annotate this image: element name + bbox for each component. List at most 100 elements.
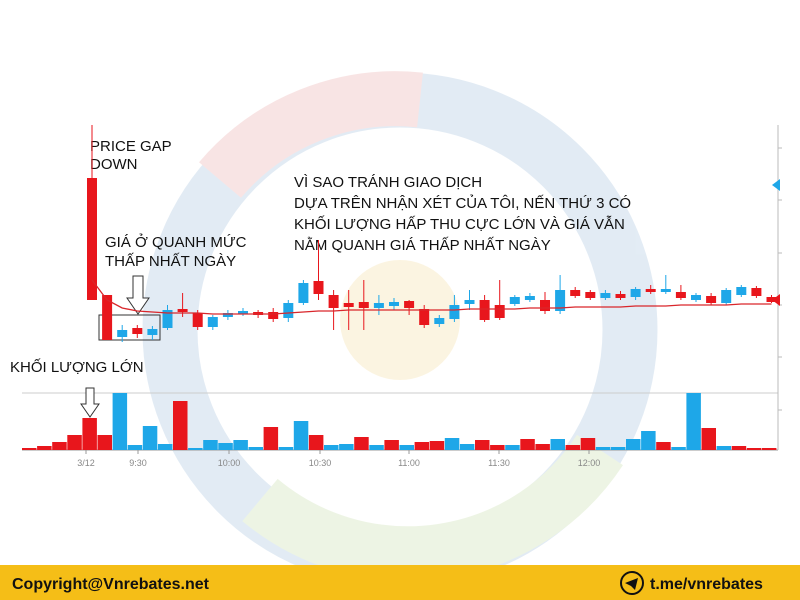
candle-body <box>449 305 460 319</box>
volume-bar <box>203 440 218 450</box>
candle-body <box>585 292 596 298</box>
candle-body <box>660 289 671 292</box>
candle-body <box>132 328 143 334</box>
candle-body <box>479 300 490 320</box>
volume-bar <box>429 441 445 450</box>
candle-body <box>675 292 686 298</box>
telegram-icon <box>620 571 644 595</box>
annotation: DỰA TRÊN NHẬN XÉT CỦA TÔI, NẾN THỨ 3 CÓ <box>294 194 631 212</box>
volume-bar <box>354 437 369 450</box>
volume-bar <box>731 446 747 450</box>
candle-body <box>102 295 113 340</box>
arrow <box>80 387 100 418</box>
candle-body <box>298 283 309 303</box>
price-marker <box>772 294 780 306</box>
arrow <box>126 275 150 315</box>
candle-body <box>207 317 218 327</box>
candle-body <box>766 297 777 302</box>
volume-bar <box>188 448 203 450</box>
volume-bar <box>414 442 430 450</box>
x-tick-label: 10:00 <box>218 458 241 468</box>
volume-bar <box>67 435 82 450</box>
volume-bar <box>595 447 611 450</box>
volume-bar <box>308 435 324 450</box>
candle-body <box>600 293 611 298</box>
candle-body <box>238 311 248 314</box>
volume-bar <box>399 445 414 450</box>
volume-bar <box>324 445 339 450</box>
volume-bar <box>475 440 490 450</box>
candle-body <box>721 290 732 303</box>
candle-body <box>706 296 717 303</box>
telegram-link[interactable]: t.me/vnrebates <box>650 576 763 593</box>
candle-body <box>464 300 475 304</box>
volume-bar <box>459 444 475 450</box>
candle-body <box>524 296 535 300</box>
candle-body <box>615 294 626 298</box>
x-tick-label: 9:30 <box>129 458 147 468</box>
volume-bar <box>97 435 112 450</box>
volume-bar <box>505 445 520 450</box>
candle-body <box>691 295 701 300</box>
candle-body <box>751 288 762 296</box>
volume-bar <box>550 439 565 450</box>
annotation: PRICE GAP <box>90 138 172 155</box>
annotation: NẰM QUANH GIÁ THẤP NHẤT NGÀY <box>294 236 551 254</box>
volume-bar <box>233 440 248 450</box>
watermark <box>142 71 658 588</box>
volume-bar <box>157 444 173 450</box>
x-tick-label: 12:00 <box>578 458 601 468</box>
volume-bar <box>82 418 97 450</box>
annotation: KHỐI LƯỢNG HẤP THU CỰC LỚN VÀ GIÁ VẪN <box>294 215 625 233</box>
candle-body <box>736 287 747 295</box>
candle-body <box>343 303 354 307</box>
candle-body <box>162 310 173 328</box>
volume-bar <box>761 448 777 450</box>
candle-body <box>117 330 128 337</box>
volume-bar <box>127 445 143 450</box>
volume-bar <box>218 443 233 450</box>
candle-body <box>404 301 415 308</box>
candle-body <box>147 329 158 335</box>
x-tick-label: 3/12 <box>77 458 95 468</box>
price-marker <box>772 179 780 191</box>
annotation: KHỐI LƯỢNG LỚN <box>10 358 144 376</box>
volume-bar <box>52 442 67 450</box>
volume-bar <box>248 447 263 450</box>
candle-body <box>328 295 339 308</box>
annotation: GIÁ Ở QUANH MỨC <box>105 233 247 251</box>
candle-body <box>494 305 505 318</box>
candle-body <box>540 300 550 311</box>
volume-bar <box>384 440 399 450</box>
volume-bar <box>293 421 309 450</box>
volume-bar <box>142 426 158 450</box>
copyright: Copyright@Vnrebates.net <box>12 576 210 593</box>
volume-bar <box>37 446 52 450</box>
annotation: VÌ SAO TRÁNH GIAO DỊCH <box>294 174 482 191</box>
candle-body <box>192 313 203 327</box>
candle-body <box>419 309 430 325</box>
volume-bar <box>112 393 128 450</box>
candle-body <box>222 313 233 317</box>
volume-bar <box>671 447 686 450</box>
candle-body <box>630 289 641 297</box>
volume-bar <box>686 393 701 450</box>
volume-bar <box>22 448 37 450</box>
annotation: THẤP NHẤT NGÀY <box>105 253 236 270</box>
volume-bar <box>444 438 460 450</box>
volume-bar <box>520 439 535 450</box>
volume-bar <box>626 439 641 450</box>
volume-bar <box>641 431 656 450</box>
candle-body <box>268 312 279 319</box>
candle-body <box>570 290 581 296</box>
volume-bar <box>278 447 294 450</box>
footer-bar <box>0 565 800 600</box>
volume-bar <box>369 445 384 450</box>
candle-body <box>313 281 324 294</box>
low-zone-box <box>98 314 161 341</box>
candle-body <box>177 309 188 312</box>
candle-body <box>358 302 369 308</box>
moving-average <box>91 279 772 315</box>
volume-bar <box>565 445 581 450</box>
candle-body <box>87 178 97 300</box>
